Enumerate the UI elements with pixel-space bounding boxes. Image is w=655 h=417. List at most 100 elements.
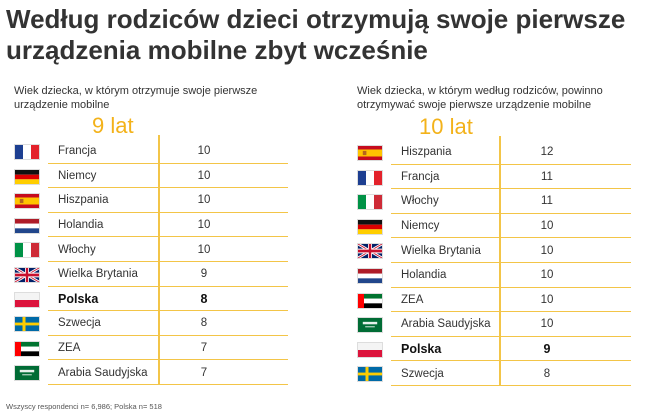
netherlands-flag <box>357 267 383 284</box>
age-value: 8 <box>543 367 551 380</box>
table-row: ZEA 7 <box>14 336 314 361</box>
age-value: 11 <box>541 170 553 183</box>
table-row: Szwecja 8 <box>357 361 647 386</box>
row-divider <box>48 334 288 336</box>
uk-flag <box>357 243 383 260</box>
table-row: Polska 8 <box>14 287 314 312</box>
row-divider <box>48 285 288 287</box>
country-label: Wielka Brytania <box>401 244 481 257</box>
right-table: Hiszpania 12 Francja 11 Włochy 11 Niemcy 10 Wiel… <box>357 136 647 386</box>
age-value: 7 <box>200 366 208 379</box>
left-panel: Wiek dziecka, w którym otrzymuje swoje p… <box>14 84 314 385</box>
country-label: Hiszpania <box>401 146 452 159</box>
left-table: Francja 10 Niemcy 10 Hiszpania 10 Holandia 10 Wł… <box>14 135 314 385</box>
country-label: ZEA <box>401 293 424 306</box>
table-row: Hiszpania 10 <box>14 188 314 213</box>
title-line-2: urządzenia mobilne zbyt wcześnie <box>6 35 428 65</box>
age-value: 10 <box>197 169 211 182</box>
row-divider <box>391 335 631 337</box>
row-divider <box>48 261 288 262</box>
right-subtitle-line-2: otrzymywać swoje pierwsze urządzenie mob… <box>357 99 592 111</box>
country-label: Szwecja <box>58 317 101 330</box>
left-subtitle-line-2: urządzenie mobilne <box>14 99 110 111</box>
age-value: 10 <box>540 244 554 257</box>
table-row: Niemcy 10 <box>357 214 647 239</box>
germany-flag <box>357 218 383 235</box>
uae-flag <box>14 340 40 357</box>
row-divider <box>391 188 631 190</box>
row-divider <box>48 359 288 361</box>
table-row: Niemcy 10 <box>14 164 314 189</box>
table-row: Polska 9 <box>357 337 647 362</box>
country-label: Wielka Brytania <box>58 268 138 281</box>
table-row: Włochy 11 <box>357 189 647 214</box>
country-label: Hiszpania <box>58 194 109 207</box>
right-average: 10 lat <box>419 114 473 139</box>
country-label: Francja <box>401 170 440 183</box>
row-divider <box>48 384 288 385</box>
country-label: Holandia <box>58 219 104 232</box>
spain-flag <box>14 193 40 210</box>
row-divider <box>391 385 631 386</box>
country-label: Polska <box>401 342 442 357</box>
uae-flag <box>357 292 383 309</box>
age-value: 10 <box>540 220 554 233</box>
table-row: Francja 10 <box>14 139 314 164</box>
column-divider <box>499 136 501 386</box>
table-row: Hiszpania 12 <box>357 140 647 165</box>
left-subtitle-line-1: Wiek dziecka, w którym otrzymuje swoje p… <box>14 85 258 97</box>
country-label: Włochy <box>401 195 439 208</box>
age-value: 8 <box>200 291 208 306</box>
age-value: 10 <box>540 318 554 331</box>
italy-flag <box>14 242 40 259</box>
row-divider <box>391 237 631 239</box>
age-value: 11 <box>541 195 553 208</box>
country-label: Holandia <box>401 269 447 282</box>
age-value: 7 <box>200 342 208 355</box>
age-value: 9 <box>543 342 551 357</box>
france-flag <box>14 144 40 160</box>
country-label: Arabia Saudyjska <box>401 318 491 331</box>
table-row: Holandia 10 <box>357 263 647 288</box>
row-divider <box>391 163 631 165</box>
italy-flag <box>357 194 383 211</box>
age-value: 10 <box>197 219 211 232</box>
row-divider <box>391 311 631 313</box>
age-value: 10 <box>540 293 554 306</box>
saudi-flag <box>14 365 40 382</box>
right-subtitle-line-1: Wiek dziecka, w którym według rodziców, … <box>357 85 603 97</box>
row-divider <box>48 162 288 164</box>
page-title: Według rodziców dzieci otrzymują swoje p… <box>6 4 646 66</box>
country-label: Szwecja <box>401 367 444 380</box>
age-value: 10 <box>197 194 211 207</box>
right-subtitle: Wiek dziecka, w którym według rodziców, … <box>357 84 647 112</box>
uk-flag <box>14 266 40 283</box>
row-divider <box>48 187 288 189</box>
table-row: Włochy 10 <box>14 237 314 262</box>
table-row: Wielka Brytania 10 <box>357 238 647 263</box>
row-divider <box>391 286 631 288</box>
table-row: Wielka Brytania 9 <box>14 262 314 287</box>
spain-flag <box>357 145 383 161</box>
row-divider <box>391 262 631 263</box>
country-label: Włochy <box>58 243 96 256</box>
poland-flag <box>357 341 383 358</box>
age-value: 9 <box>200 268 208 281</box>
table-row: Holandia 10 <box>14 213 314 238</box>
column-divider <box>158 135 160 385</box>
row-divider <box>48 310 288 312</box>
footnote: Wszyscy respondenci n= 6,986; Polska n= … <box>6 402 162 411</box>
title-line-1: Według rodziców dzieci otrzymują swoje p… <box>6 4 626 34</box>
table-row: Arabia Saudyjska 7 <box>14 360 314 385</box>
country-label: Niemcy <box>401 220 440 233</box>
country-label: Niemcy <box>58 169 97 182</box>
netherlands-flag <box>14 217 40 234</box>
row-divider <box>391 212 631 214</box>
table-row: Szwecja 8 <box>14 311 314 336</box>
table-row: ZEA 10 <box>357 288 647 313</box>
left-subtitle: Wiek dziecka, w którym otrzymuje swoje p… <box>14 84 304 112</box>
country-label: Francja <box>58 145 97 158</box>
poland-flag <box>14 291 40 308</box>
france-flag <box>357 169 383 186</box>
age-value: 10 <box>197 243 211 256</box>
